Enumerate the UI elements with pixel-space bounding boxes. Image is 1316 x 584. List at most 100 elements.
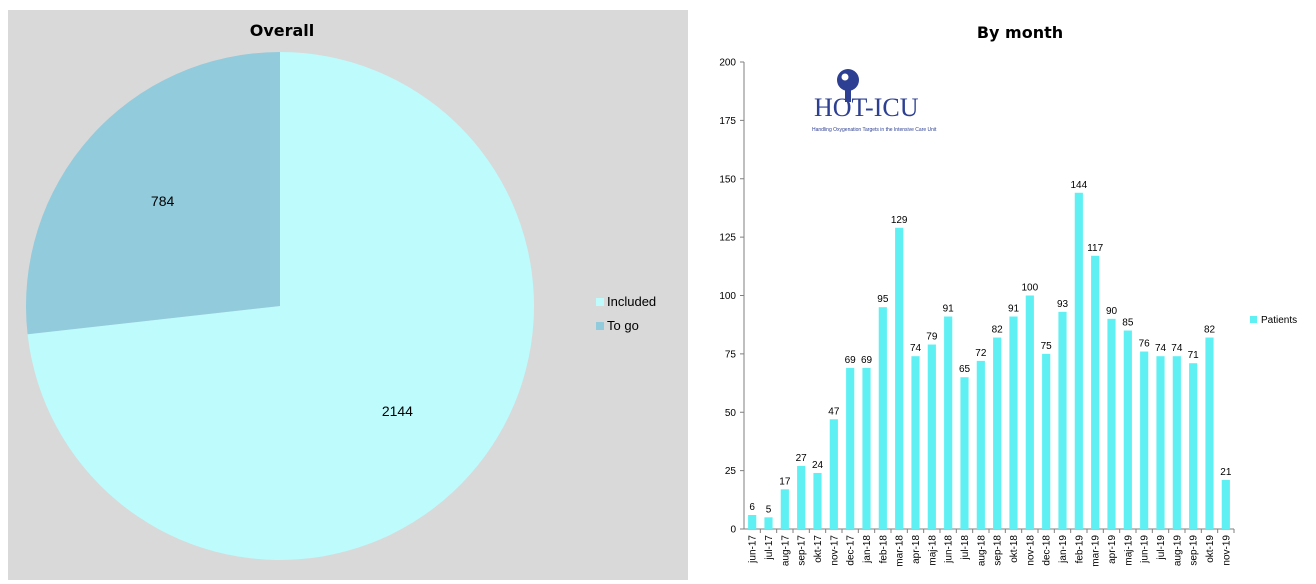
logo-key-stem-icon (845, 90, 851, 102)
x-tick-label: aug-18 (976, 535, 987, 567)
pie-data-label: 2144 (382, 403, 413, 419)
logo-tagline: Handling Oxygenation Targets in the Inte… (812, 127, 937, 133)
bar-sep-18 (993, 337, 1002, 529)
y-tick-label: 0 (730, 525, 736, 536)
x-tick-label: nov-17 (829, 535, 840, 566)
bar-maj-18 (927, 344, 936, 529)
x-tick-label: okt-18 (1009, 535, 1020, 563)
bar-jun-18 (944, 316, 953, 529)
bar-okt-17 (813, 472, 822, 529)
y-tick-label: 150 (719, 174, 736, 185)
pie-chart-panel: Overall 2144 784 Included To go (8, 10, 688, 580)
bar-data-label: 21 (1220, 467, 1232, 478)
bar-okt-19 (1205, 337, 1214, 529)
bar-apr-18 (911, 356, 920, 529)
logo-wordmark: HOT-ICU (814, 93, 919, 122)
bar-data-label: 91 (943, 304, 955, 315)
x-tick-label: apr-19 (1107, 535, 1118, 564)
bar-data-label: 74 (1171, 343, 1183, 354)
bar-legend-label: Patients (1261, 315, 1297, 326)
bar-mar-19 (1091, 255, 1100, 529)
bar-data-label: 117 (1087, 243, 1103, 254)
bar-data-label: 76 (1139, 339, 1151, 350)
bar-data-label: 71 (1188, 350, 1200, 361)
x-tick-label: aug-19 (1172, 535, 1183, 567)
x-tick-label: sep-19 (1189, 535, 1200, 566)
x-tick-label: dec-17 (846, 535, 857, 566)
bar-data-label: 69 (845, 355, 857, 366)
pie-legend-label: To go (607, 318, 639, 333)
bar-jul-17 (764, 517, 773, 529)
bar-jun-17 (748, 514, 757, 529)
y-tick-label: 50 (725, 408, 737, 419)
pie-slice-included (27, 52, 535, 560)
x-tick-label: mar-19 (1091, 535, 1102, 567)
x-tick-label: jun-18 (944, 535, 955, 564)
x-tick-label: jun-17 (748, 535, 759, 564)
bar-data-label: 95 (877, 294, 889, 305)
bar-aug-18 (976, 360, 985, 529)
x-tick-label: jul-19 (1156, 535, 1167, 561)
bar-data-label: 144 (1070, 180, 1087, 191)
bar-data-label: 82 (1204, 325, 1216, 336)
x-tick-label: jun-19 (1140, 535, 1151, 564)
y-tick-label: 200 (719, 58, 736, 69)
bar-dec-17 (846, 367, 855, 529)
bar-data-label: 79 (926, 332, 938, 343)
x-tick-label: mar-18 (895, 535, 906, 567)
bar-data-label: 6 (749, 502, 755, 513)
bar-data-label: 75 (1041, 341, 1053, 352)
x-tick-label: okt-19 (1205, 535, 1216, 563)
bar-mar-18 (895, 227, 904, 529)
bar-nov-18 (1025, 295, 1034, 529)
bar-data-label: 47 (828, 406, 840, 417)
x-tick-label: jul-17 (764, 535, 775, 561)
bar-data-label: 69 (861, 355, 873, 366)
y-tick-label: 175 (719, 116, 736, 127)
bar-chart-title: By month (977, 23, 1063, 42)
bar-data-label: 129 (891, 215, 908, 226)
bar-okt-18 (1009, 316, 1018, 529)
x-tick-label: nov-19 (1221, 535, 1232, 566)
x-tick-label: sep-17 (797, 535, 808, 566)
bar-dec-18 (1042, 353, 1051, 529)
pie-slice-to-go (26, 52, 280, 335)
bar-data-label: 5 (766, 504, 772, 515)
x-tick-label: aug-17 (780, 535, 791, 567)
x-tick-label: dec-18 (1042, 535, 1053, 566)
x-tick-label: sep-18 (993, 535, 1004, 566)
bar-jul-19 (1156, 356, 1165, 529)
x-tick-label: maj-18 (927, 535, 938, 566)
bar-data-label: 74 (1155, 343, 1167, 354)
bar-data-label: 65 (959, 364, 971, 375)
bar-nov-17 (829, 419, 838, 529)
bar-sep-19 (1189, 363, 1198, 529)
bar-jul-18 (960, 377, 969, 529)
bar-maj-19 (1123, 330, 1132, 529)
x-tick-label: maj-19 (1123, 535, 1134, 566)
pie-data-label: 784 (151, 193, 175, 209)
bar-jun-19 (1140, 351, 1149, 529)
bar-data-label: 91 (1008, 304, 1020, 315)
x-tick-label: okt-17 (813, 535, 824, 563)
x-tick-label: feb-19 (1074, 535, 1085, 564)
bar-data-label: 72 (975, 348, 987, 359)
hot-icu-logo: HOT-ICU Handling Oxygenation Targets in … (812, 69, 937, 133)
y-tick-label: 100 (719, 291, 736, 302)
pie-legend-swatch (596, 298, 604, 306)
bar-jan-19 (1058, 311, 1067, 529)
bar-data-label: 17 (779, 476, 791, 487)
x-tick-label: feb-18 (878, 535, 889, 564)
bar-data-label: 93 (1057, 299, 1069, 310)
bar-nov-19 (1221, 479, 1230, 529)
bar-data-label: 74 (910, 343, 922, 354)
pie-chart: Overall 2144 784 Included To go (26, 21, 656, 560)
y-tick-label: 75 (725, 349, 737, 360)
bar-data-label: 82 (992, 325, 1004, 336)
pie-legend-swatch (596, 322, 604, 330)
y-tick-label: 25 (725, 466, 737, 477)
bar-sep-17 (797, 465, 806, 529)
bar-feb-19 (1074, 192, 1083, 529)
bar-aug-17 (780, 489, 789, 529)
bar-jan-18 (862, 367, 871, 529)
